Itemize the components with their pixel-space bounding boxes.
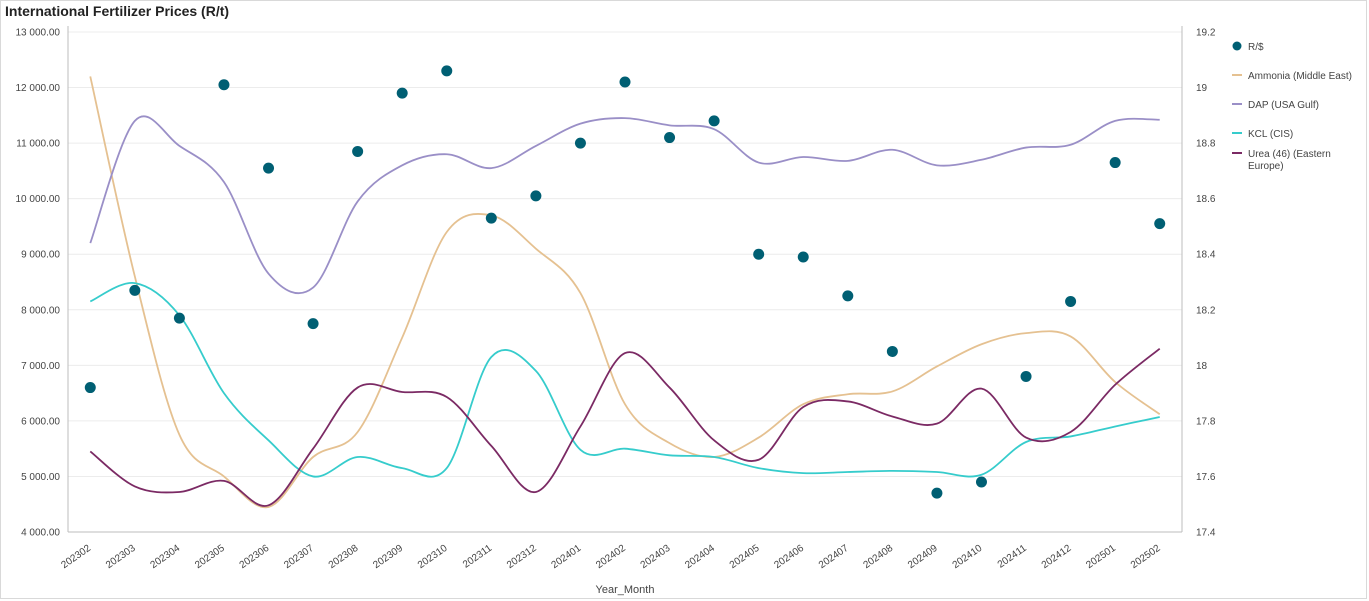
legend-item: R/$ <box>1232 41 1264 53</box>
y2-tick-label: 18.6 <box>1196 194 1216 205</box>
x-tick-label: 202304 <box>149 543 183 571</box>
y-tick-label: 12 000.00 <box>16 83 61 94</box>
data-point-r <box>84 382 96 394</box>
data-point-r <box>485 212 497 224</box>
x-tick-label: 202409 <box>906 543 940 571</box>
x-tick-label: 202311 <box>461 543 494 571</box>
x-tick-label: 202408 <box>862 543 896 571</box>
x-tick-label: 202405 <box>728 543 762 571</box>
legend-label: KCL (CIS) <box>1248 129 1293 140</box>
series-line-urea-46-eastern-europe <box>89 347 1161 507</box>
x-tick-label: 202312 <box>505 543 539 571</box>
legend-item: Ammonia (Middle East) <box>1232 71 1352 82</box>
data-point-r <box>263 162 275 174</box>
data-point-r <box>753 248 765 260</box>
data-point-r <box>708 115 720 127</box>
x-tick-label: 202412 <box>1040 543 1074 571</box>
data-point-r <box>664 132 676 144</box>
data-point-r <box>396 87 408 99</box>
series-lines <box>89 76 1161 509</box>
data-point-r <box>307 318 319 330</box>
x-tick-label: 202310 <box>416 543 450 571</box>
y2-tick-label: 17.4 <box>1196 528 1216 539</box>
legend-item: KCL (CIS) <box>1232 129 1293 140</box>
legend-item: DAP (USA Gulf) <box>1232 100 1319 111</box>
x-tick-label: 202501 <box>1084 543 1118 571</box>
y2-tick-label: 18 <box>1196 361 1208 372</box>
x-tick-label: 202502 <box>1129 543 1163 571</box>
legend: R/$ Ammonia (Middle East) DAP (USA Gulf) KC… <box>1232 41 1352 172</box>
y-tick-label: 10 000.00 <box>16 194 61 205</box>
x-tick-label: 202401 <box>550 543 584 571</box>
y-tick-label: 13 000.00 <box>16 28 61 39</box>
x-tick-label: 202305 <box>193 543 227 571</box>
data-point-r <box>886 345 898 357</box>
data-point-r <box>441 65 453 77</box>
data-point-r <box>931 487 943 499</box>
x-tick-label: 202308 <box>327 543 361 571</box>
y-tick-label: 7 000.00 <box>21 361 60 372</box>
series-line-ammonia-middle-east <box>89 76 1161 509</box>
data-point-r <box>797 251 809 263</box>
y-tick-label: 9 000.00 <box>21 250 60 261</box>
y-tick-label: 6 000.00 <box>21 416 60 427</box>
x-axis-title: Year_Month <box>596 584 655 596</box>
series-line-kcl-cis <box>89 282 1160 478</box>
x-tick-label: 202403 <box>639 543 673 571</box>
chart-title: International Fertilizer Prices (R/t) <box>5 3 230 19</box>
data-point-r <box>129 284 141 296</box>
legend-label: R/$ <box>1248 42 1264 53</box>
data-point-r <box>619 76 631 88</box>
data-point-r <box>842 290 854 302</box>
x-tick-label: 202307 <box>282 543 316 571</box>
legend-label: Ammonia (Middle East) <box>1248 71 1352 82</box>
y-tick-label: 8 000.00 <box>21 305 60 316</box>
x-tick-label: 202306 <box>238 543 272 571</box>
y2-tick-label: 17.8 <box>1196 416 1216 427</box>
y2-tick-label: 18.2 <box>1196 305 1216 316</box>
x-tick-label: 202407 <box>817 543 851 571</box>
x-tick-label: 202309 <box>371 543 405 571</box>
y2-tick-label: 19.2 <box>1196 28 1216 39</box>
y-tick-label: 11 000.00 <box>16 139 60 150</box>
data-point-r <box>352 145 364 157</box>
x-tick-label: 202406 <box>772 543 806 571</box>
data-point-r <box>218 79 230 91</box>
data-point-r <box>975 476 987 488</box>
x-tick-label: 202411 <box>996 543 1029 571</box>
data-point-r <box>574 137 586 149</box>
data-point-r <box>1020 370 1032 382</box>
legend-label: Urea (46) (Eastern <box>1248 149 1331 160</box>
x-tick-label: 202303 <box>104 543 138 571</box>
series-line-dap-usa-gulf <box>89 115 1160 294</box>
data-point-r <box>1154 218 1166 230</box>
gridlines <box>68 31 1182 477</box>
y2-tick-label: 18.4 <box>1196 250 1216 261</box>
y-tick-label: 5 000.00 <box>21 472 60 483</box>
data-point-r <box>1065 295 1077 307</box>
y-tick-label: 4 000.00 <box>21 528 60 539</box>
data-point-r <box>1109 157 1121 169</box>
y2-tick-label: 17.6 <box>1196 472 1216 483</box>
legend-label: DAP (USA Gulf) <box>1248 100 1319 111</box>
y2-tick-label: 18.8 <box>1196 139 1216 150</box>
legend-label-cont: Europe) <box>1248 161 1284 172</box>
x-tick-label: 202404 <box>683 543 717 571</box>
legend-marker <box>1232 41 1242 51</box>
y2-tick-label: 19 <box>1196 83 1208 94</box>
data-point-r <box>173 312 185 324</box>
axes: 4 000.00 5 000.00 6 000.00 7 000.00 8 000.00… <box>16 26 1216 571</box>
series-dots <box>84 65 1166 499</box>
x-tick-label: 202410 <box>951 543 985 571</box>
x-tick-label: 202302 <box>59 543 93 571</box>
x-tick-label: 202402 <box>594 543 628 571</box>
data-point-r <box>530 190 542 202</box>
